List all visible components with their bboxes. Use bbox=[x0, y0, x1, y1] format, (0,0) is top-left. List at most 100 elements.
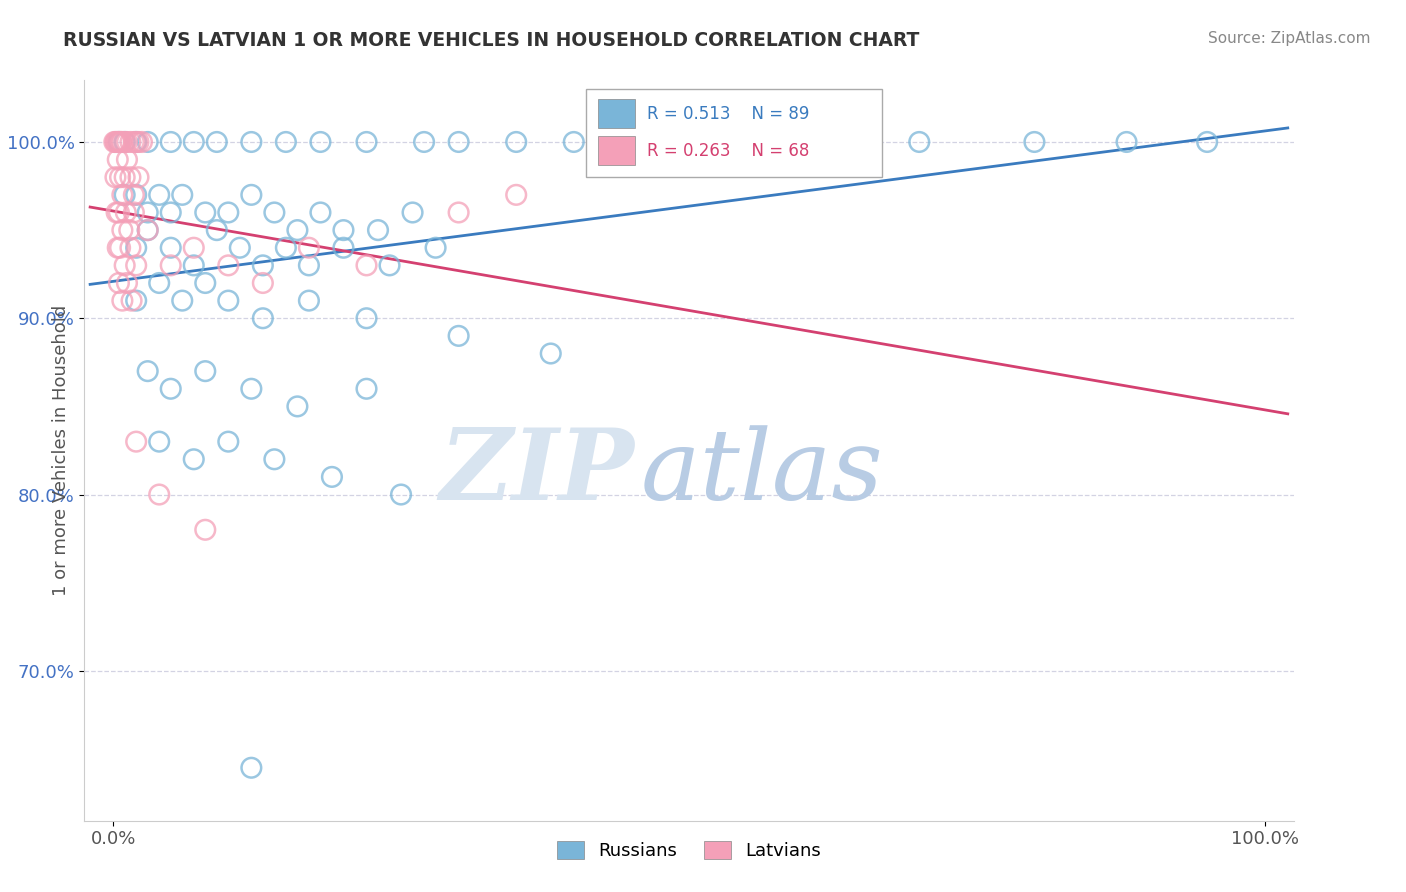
Point bbox=[125, 135, 148, 149]
Point bbox=[183, 241, 205, 255]
Point bbox=[183, 258, 205, 272]
Point bbox=[240, 761, 263, 775]
Point bbox=[159, 135, 181, 149]
Point bbox=[111, 223, 134, 237]
Point bbox=[114, 135, 136, 149]
Point bbox=[125, 293, 148, 308]
Point bbox=[136, 223, 159, 237]
Point bbox=[367, 223, 389, 237]
Point bbox=[103, 135, 125, 149]
Point bbox=[356, 311, 378, 326]
Text: RUSSIAN VS LATVIAN 1 OR MORE VEHICLES IN HOUSEHOLD CORRELATION CHART: RUSSIAN VS LATVIAN 1 OR MORE VEHICLES IN… bbox=[63, 31, 920, 50]
Point bbox=[183, 135, 205, 149]
Point bbox=[332, 223, 354, 237]
Bar bbox=[586, 89, 883, 177]
Point bbox=[252, 276, 274, 290]
Point bbox=[105, 205, 128, 219]
Point bbox=[908, 135, 931, 149]
Point bbox=[274, 241, 297, 255]
Point bbox=[505, 187, 527, 202]
Y-axis label: 1 or more Vehicles in Household: 1 or more Vehicles in Household bbox=[52, 305, 70, 596]
Point bbox=[447, 329, 470, 343]
Point bbox=[205, 223, 228, 237]
Point bbox=[240, 187, 263, 202]
Point bbox=[111, 293, 134, 308]
Point bbox=[104, 135, 127, 149]
Point bbox=[620, 135, 643, 149]
Point bbox=[172, 293, 194, 308]
Point bbox=[240, 382, 263, 396]
Point bbox=[793, 135, 815, 149]
Point bbox=[298, 293, 321, 308]
Point bbox=[115, 153, 138, 167]
Point bbox=[562, 135, 585, 149]
Point bbox=[298, 258, 321, 272]
Point bbox=[274, 135, 297, 149]
Point bbox=[401, 205, 423, 219]
Point bbox=[108, 241, 131, 255]
Point bbox=[240, 135, 263, 149]
Point bbox=[115, 135, 138, 149]
Point bbox=[107, 135, 129, 149]
Point bbox=[1115, 135, 1137, 149]
Point bbox=[700, 135, 723, 149]
Point bbox=[118, 223, 141, 237]
Point bbox=[217, 205, 239, 219]
Point bbox=[229, 241, 252, 255]
Point bbox=[120, 170, 142, 185]
Text: R = 0.263    N = 68: R = 0.263 N = 68 bbox=[647, 142, 808, 160]
Point bbox=[148, 487, 170, 501]
Point bbox=[107, 153, 129, 167]
Point bbox=[356, 382, 378, 396]
Point bbox=[104, 170, 127, 185]
Point bbox=[108, 135, 131, 149]
Point bbox=[540, 346, 562, 360]
Point bbox=[332, 241, 354, 255]
Point bbox=[447, 135, 470, 149]
Point bbox=[136, 223, 159, 237]
Point bbox=[205, 135, 228, 149]
Point bbox=[263, 205, 285, 219]
Point bbox=[505, 135, 527, 149]
Point bbox=[356, 258, 378, 272]
Point bbox=[121, 293, 143, 308]
Point bbox=[105, 135, 128, 149]
Point bbox=[136, 135, 159, 149]
Point bbox=[298, 241, 321, 255]
Point bbox=[111, 135, 134, 149]
Point bbox=[194, 364, 217, 378]
Point bbox=[148, 434, 170, 449]
Point bbox=[159, 205, 181, 219]
Point bbox=[159, 258, 181, 272]
Point bbox=[125, 187, 148, 202]
Point bbox=[389, 487, 412, 501]
Point bbox=[114, 170, 136, 185]
Point bbox=[125, 258, 148, 272]
Point bbox=[110, 135, 132, 149]
Point bbox=[194, 523, 217, 537]
Point bbox=[413, 135, 436, 149]
Point bbox=[127, 170, 149, 185]
Point bbox=[114, 135, 136, 149]
Point bbox=[122, 205, 145, 219]
Point bbox=[107, 241, 129, 255]
Text: atlas: atlas bbox=[641, 425, 883, 520]
Point bbox=[217, 258, 239, 272]
Point bbox=[111, 187, 134, 202]
Point bbox=[252, 258, 274, 272]
Point bbox=[252, 311, 274, 326]
Text: Source: ZipAtlas.com: Source: ZipAtlas.com bbox=[1208, 31, 1371, 46]
Point bbox=[127, 135, 149, 149]
Bar bbox=[599, 99, 634, 128]
Point bbox=[131, 135, 153, 149]
Point bbox=[1197, 135, 1219, 149]
Point bbox=[159, 241, 181, 255]
Text: ZIP: ZIP bbox=[440, 425, 634, 521]
Point bbox=[125, 135, 148, 149]
Point bbox=[108, 135, 131, 149]
Point bbox=[217, 293, 239, 308]
Point bbox=[108, 135, 131, 149]
Point bbox=[447, 205, 470, 219]
Point bbox=[125, 241, 148, 255]
Point bbox=[114, 187, 136, 202]
